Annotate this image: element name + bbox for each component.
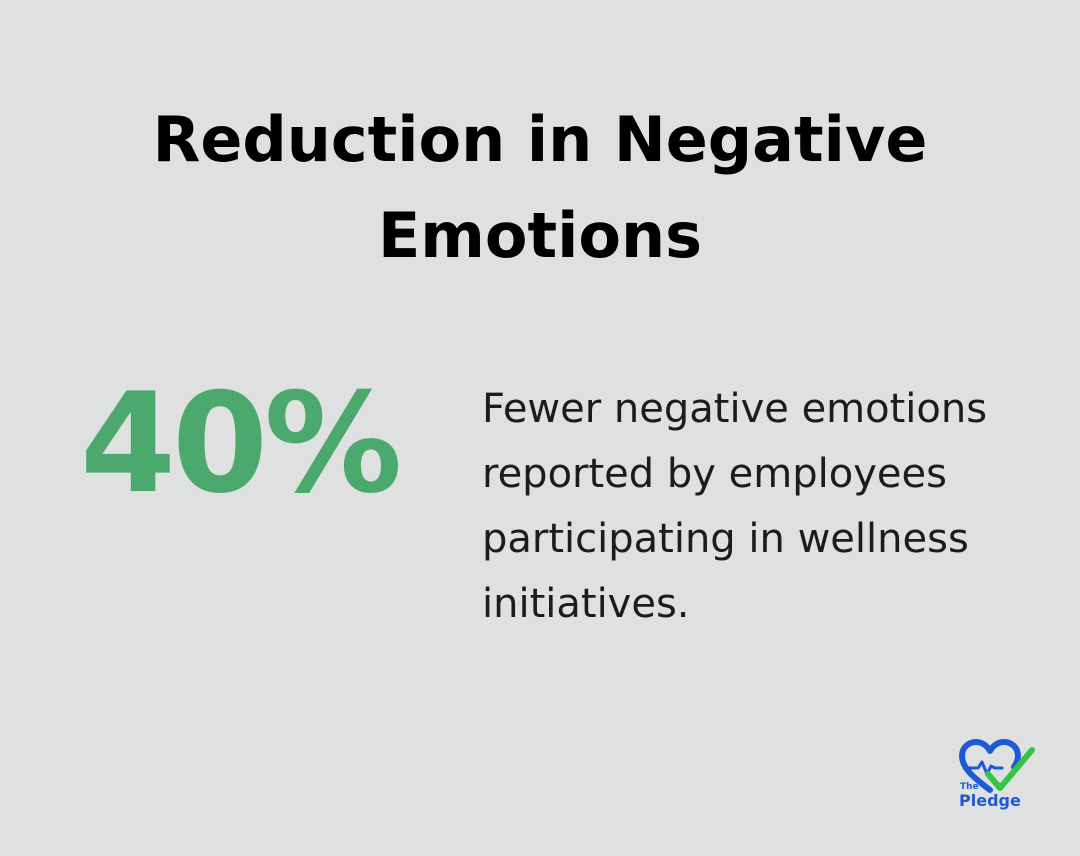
title-line-1: Reduction in Negative bbox=[152, 103, 928, 176]
stat-value: 40% bbox=[80, 363, 402, 524]
pledge-logo: The Pledge bbox=[954, 738, 1040, 814]
stat-description: Fewer negative emotions reported by empl… bbox=[482, 386, 988, 627]
logo-small-text: The bbox=[960, 782, 979, 792]
title-line-2: Emotions bbox=[377, 199, 703, 272]
heart-check-icon bbox=[959, 739, 1035, 793]
logo-name: Pledge bbox=[959, 791, 1021, 810]
page-title: Reduction in Negative Emotions bbox=[0, 92, 1080, 284]
